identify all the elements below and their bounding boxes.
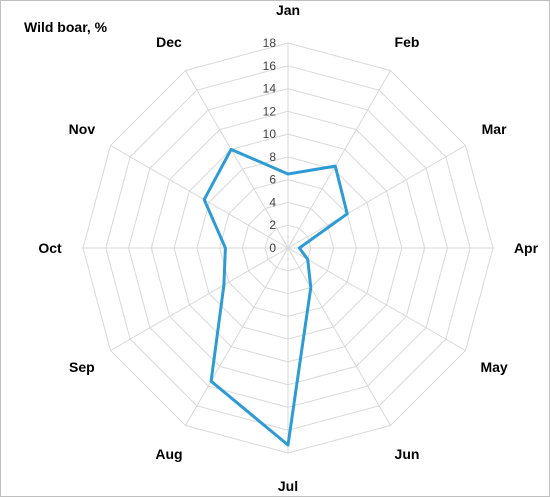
month-label-jun: Jun xyxy=(395,446,420,462)
month-labels: Jan Feb Mar Apr May Jun Jul Aug Sep Oct Nov Dec xyxy=(38,2,538,494)
month-label-feb: Feb xyxy=(395,34,420,50)
month-label-sep: Sep xyxy=(69,359,95,375)
month-label-aug: Aug xyxy=(155,446,182,462)
tick-label: 18 xyxy=(263,36,277,50)
month-label-jul: Jul xyxy=(278,478,298,494)
spoke-feb xyxy=(287,70,391,249)
tick-label: 12 xyxy=(263,104,277,118)
spoke-jun xyxy=(287,247,391,426)
month-label-mar: Mar xyxy=(482,121,507,137)
spoke-nov xyxy=(110,145,289,249)
tick-label: 10 xyxy=(263,127,277,141)
spoke-dec xyxy=(185,70,289,249)
month-label-dec: Dec xyxy=(156,34,182,50)
tick-label: 2 xyxy=(269,218,276,232)
series-polygon xyxy=(202,147,349,447)
tick-label: 14 xyxy=(263,82,277,96)
radar-spokes xyxy=(83,43,493,453)
month-label-may: May xyxy=(480,359,507,375)
tick-label: 6 xyxy=(269,173,276,187)
spoke-mar xyxy=(287,145,466,249)
month-label-apr: Apr xyxy=(514,240,539,256)
series-layer xyxy=(202,147,349,447)
tick-label: 16 xyxy=(263,59,277,73)
tick-label: 8 xyxy=(269,150,276,164)
month-label-nov: Nov xyxy=(69,121,96,137)
month-label-oct: Oct xyxy=(38,240,62,256)
chart-title: Wild boar, % xyxy=(24,19,108,35)
spoke-sep xyxy=(110,247,289,351)
spoke-may xyxy=(287,247,466,351)
spoke-aug xyxy=(185,247,289,426)
month-label-jan: Jan xyxy=(276,2,300,18)
radial-tick-labels: 0 2 4 6 8 10 12 14 16 18 xyxy=(263,36,277,255)
tick-label: 4 xyxy=(269,195,276,209)
tick-label: 0 xyxy=(269,241,276,255)
